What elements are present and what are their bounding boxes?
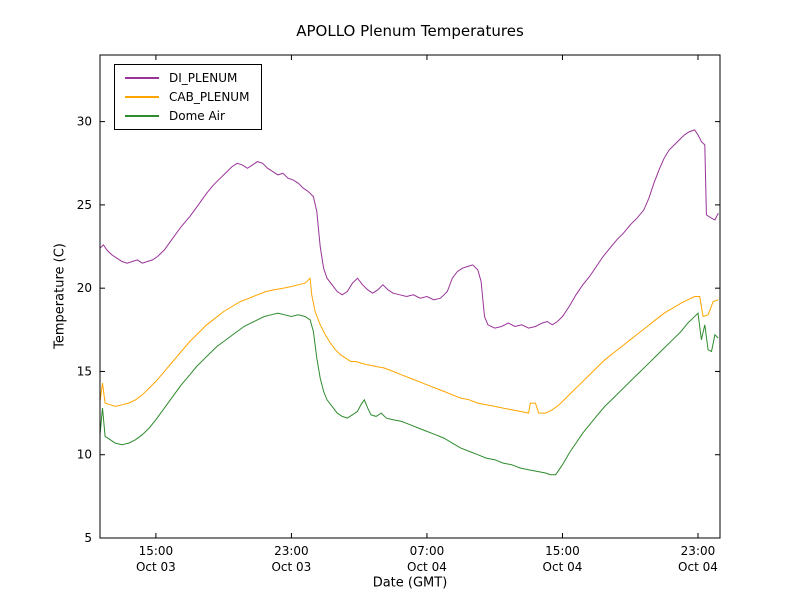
y-tick-label: 20 (77, 281, 92, 295)
legend-item-cab-plenum: CAB_PLENUM (125, 89, 249, 105)
x-tick-label-date: Oct 03 (271, 560, 311, 574)
series-line-Dome Air (100, 312, 719, 476)
legend-item-label: CAB_PLENUM (169, 90, 250, 104)
legend-line-swatch (125, 77, 159, 79)
x-axis-label: Date (GMT) (372, 575, 448, 591)
legend-line-swatch (125, 115, 159, 117)
x-tick-label-date: Oct 04 (543, 560, 583, 574)
chart-title: APOLLO Plenum Temperatures (296, 22, 524, 40)
x-tick-label-date: Oct 03 (136, 560, 176, 574)
x-tick-label-time: 07:00 (410, 544, 445, 558)
series-line-CAB_PLENUM (100, 277, 719, 414)
y-axis-label: Temperature (C) (52, 243, 68, 349)
legend-item-di-plenum: DI_PLENUM (125, 70, 249, 86)
axes-frame (99, 54, 721, 539)
x-tick-label-time: 23:00 (274, 544, 309, 558)
legend-line-swatch (125, 96, 159, 98)
legend-item-dome-air: Dome Air (125, 108, 249, 124)
x-tick-label-time: 23:00 (681, 544, 716, 558)
legend: DI_PLENUM CAB_PLENUM Dome Air (114, 64, 263, 130)
y-tick-label: 5 (84, 531, 92, 545)
y-tick-label: 10 (77, 448, 92, 462)
x-tick-label-date: Oct 04 (407, 560, 447, 574)
x-tick-label-time: 15:00 (545, 544, 580, 558)
y-tick-label: 30 (77, 115, 92, 129)
legend-item-label: DI_PLENUM (169, 71, 238, 85)
legend-item-label: Dome Air (169, 109, 225, 123)
x-tick-label-date: Oct 04 (678, 560, 718, 574)
y-tick-label: 15 (77, 364, 92, 378)
series-line-DI_PLENUM (100, 129, 719, 329)
x-tick-label-time: 15:00 (139, 544, 174, 558)
y-tick-label: 25 (77, 198, 92, 212)
